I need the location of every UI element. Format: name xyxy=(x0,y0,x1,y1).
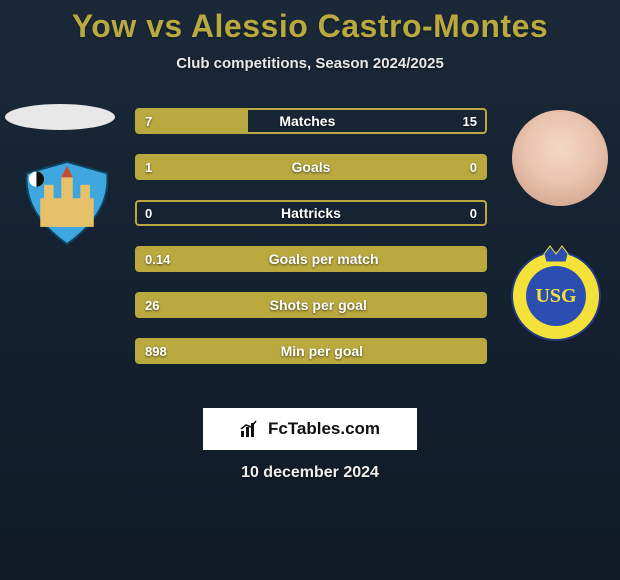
stat-bars: 7 Matches 15 1 Goals 0 0 Hattricks 0 0.1… xyxy=(135,108,487,384)
brand-box: FcTables.com xyxy=(203,408,417,450)
stat-label: Hattricks xyxy=(160,205,462,221)
brand-text: FcTables.com xyxy=(268,419,380,439)
stat-label: Min per goal xyxy=(175,343,469,359)
stat-left-value: 7 xyxy=(137,114,160,129)
stat-right-value: 0 xyxy=(462,160,485,175)
stat-label: Shots per goal xyxy=(167,297,469,313)
stat-row-min-per-goal: 898 Min per goal xyxy=(135,338,487,364)
subtitle: Club competitions, Season 2024/2025 xyxy=(0,55,620,72)
stat-row-matches: 7 Matches 15 xyxy=(135,108,487,134)
stat-row-hattricks: 0 Hattricks 0 xyxy=(135,200,487,226)
chart-icon xyxy=(240,420,262,438)
stat-label: Matches xyxy=(160,113,454,129)
stat-right-value: 0 xyxy=(462,206,485,221)
svg-text:USG: USG xyxy=(535,285,577,307)
stat-left-value: 898 xyxy=(137,344,175,359)
player-right-avatar xyxy=(512,110,608,206)
stat-left-value: 1 xyxy=(137,160,160,175)
stat-label: Goals xyxy=(160,159,462,175)
club-left-logo xyxy=(18,160,116,246)
page-title: Yow vs Alessio Castro-Montes xyxy=(0,0,620,45)
club-right-logo: USG xyxy=(506,242,606,342)
stat-right-value: 15 xyxy=(455,114,485,129)
date-text: 10 december 2024 xyxy=(0,464,620,482)
stat-left-value: 0.14 xyxy=(137,252,178,267)
stat-left-value: 0 xyxy=(137,206,160,221)
stat-row-goals-per-match: 0.14 Goals per match xyxy=(135,246,487,272)
stat-row-goals: 1 Goals 0 xyxy=(135,154,487,180)
stat-label: Goals per match xyxy=(178,251,469,267)
player-left-avatar xyxy=(5,104,115,130)
stat-row-shots-per-goal: 26 Shots per goal xyxy=(135,292,487,318)
comparison-panel: USG 7 Matches 15 1 Goals 0 0 Hattricks 0… xyxy=(0,90,620,390)
stat-left-value: 26 xyxy=(137,298,167,313)
